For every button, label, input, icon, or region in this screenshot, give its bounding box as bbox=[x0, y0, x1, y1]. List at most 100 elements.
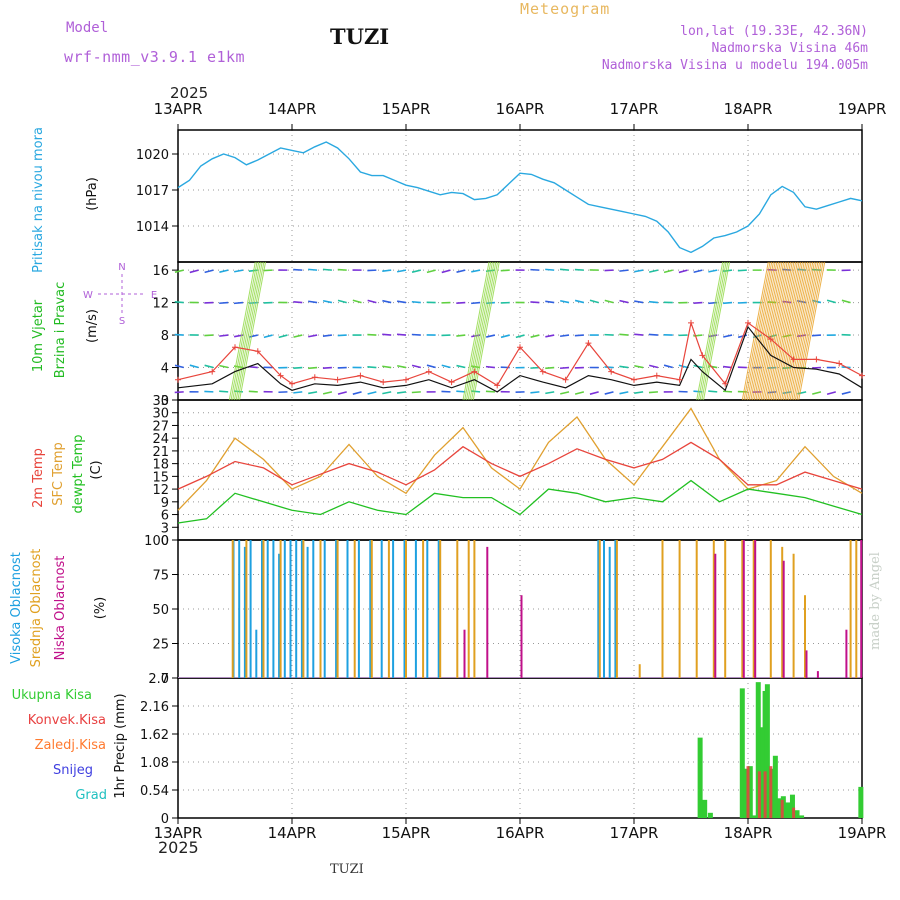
gust-marker bbox=[380, 379, 387, 386]
wind-streak bbox=[757, 261, 785, 401]
cloud-high-label: Visoka Oblacnost bbox=[9, 552, 24, 664]
wind-arrow bbox=[485, 365, 496, 369]
y-tick-label: 100 bbox=[144, 534, 169, 549]
y-tick-label: 0 bbox=[161, 394, 169, 409]
wind-streak bbox=[798, 261, 826, 401]
wind-arrow bbox=[248, 365, 258, 369]
wind-arrow bbox=[574, 299, 585, 304]
wind-arrow bbox=[471, 390, 481, 393]
wind-streak bbox=[462, 261, 490, 401]
wind-streak bbox=[760, 261, 788, 401]
precip-total-bar bbox=[799, 815, 805, 818]
gust-marker bbox=[539, 368, 546, 375]
wind-arrow bbox=[619, 333, 629, 336]
wind-arrow bbox=[723, 390, 733, 393]
gust-marker bbox=[232, 344, 238, 351]
y-tick-label: 6 bbox=[161, 509, 169, 524]
dir-w: W bbox=[83, 290, 93, 301]
wind-arrow bbox=[174, 269, 184, 273]
wind-arrow bbox=[441, 364, 451, 369]
gust-marker bbox=[175, 376, 181, 383]
gust-line bbox=[177, 320, 863, 387]
wind-arrow bbox=[411, 364, 422, 369]
wind-arrow bbox=[219, 364, 229, 369]
precip-total-bar bbox=[772, 755, 778, 818]
wind-streak bbox=[235, 261, 263, 401]
wind-arrow bbox=[278, 334, 288, 339]
wind-arrow bbox=[352, 391, 362, 395]
wind-streak bbox=[753, 261, 781, 401]
wind-streak bbox=[750, 261, 778, 401]
gust-marker bbox=[494, 382, 501, 389]
wind-arrow bbox=[574, 268, 584, 271]
wind-streak bbox=[762, 261, 790, 401]
wind-streak bbox=[471, 261, 499, 401]
wind-arrow bbox=[322, 391, 333, 395]
precip-total-bar bbox=[789, 794, 795, 818]
wind-arrow bbox=[559, 268, 570, 271]
x-tick-label-top: 15APR bbox=[382, 100, 431, 118]
precip-unit: 1hr Precip (mm) bbox=[113, 693, 128, 798]
wind-arrow bbox=[471, 301, 481, 305]
gust-marker bbox=[585, 340, 592, 347]
y-tick-label: 1.62 bbox=[140, 728, 169, 743]
wind-streak bbox=[232, 261, 260, 401]
wind-streak bbox=[230, 261, 258, 401]
wind-arrow bbox=[841, 299, 851, 304]
wind-arrow bbox=[545, 391, 555, 395]
wind-unit: (m/s) bbox=[85, 309, 100, 343]
precip-conv-bar bbox=[757, 771, 761, 818]
wind-arrow bbox=[708, 390, 718, 393]
wind-arrow bbox=[219, 390, 229, 393]
wind-arrow bbox=[545, 300, 555, 304]
gust-marker bbox=[653, 372, 660, 379]
wind-arrow bbox=[397, 364, 407, 369]
gust-marker bbox=[517, 344, 523, 351]
wind-streak bbox=[769, 261, 797, 401]
model-label: Model bbox=[66, 20, 109, 36]
gust-marker bbox=[688, 319, 694, 326]
y-tick-label: 1.08 bbox=[140, 756, 169, 771]
wind-arrow bbox=[485, 390, 495, 393]
wind-arrow bbox=[589, 299, 599, 304]
wind-arrow bbox=[648, 300, 659, 304]
wind-arrow bbox=[634, 391, 644, 394]
x-tick-label-bottom: 19APR bbox=[838, 824, 887, 842]
wind-arrow bbox=[634, 364, 644, 369]
wind-arrow bbox=[545, 268, 555, 271]
wind-streak bbox=[793, 261, 821, 401]
wind-streak bbox=[774, 261, 802, 401]
wind-arrow bbox=[308, 334, 318, 338]
x-tick-label-top: 14APR bbox=[268, 100, 317, 118]
product-title: Meteogram bbox=[520, 0, 611, 18]
wind-arrow bbox=[560, 391, 570, 395]
wind-streak bbox=[786, 261, 814, 401]
wind-arrow bbox=[619, 299, 629, 304]
wind-streak bbox=[784, 261, 812, 401]
wind-streak bbox=[772, 261, 800, 401]
wind-arrow bbox=[248, 334, 258, 338]
precip-total-bar bbox=[858, 786, 864, 818]
wind-arrow bbox=[634, 300, 644, 304]
wind-arrow bbox=[619, 391, 629, 395]
wind-streak bbox=[779, 261, 807, 401]
y-tick-label: 27 bbox=[152, 419, 169, 434]
wind-streak bbox=[697, 261, 725, 401]
wind-arrow bbox=[456, 364, 466, 369]
wind-arrow bbox=[560, 299, 570, 304]
wind-arrow bbox=[559, 366, 570, 370]
gust-marker bbox=[277, 372, 284, 379]
wind-arrow bbox=[174, 364, 184, 369]
y-tick-label: 50 bbox=[152, 603, 169, 618]
gust-marker bbox=[425, 368, 432, 375]
wind-streak bbox=[770, 261, 798, 401]
precip-total-bar bbox=[739, 688, 745, 818]
wind-arrow bbox=[634, 269, 644, 273]
wind-arrow bbox=[515, 334, 525, 339]
gust-marker bbox=[699, 352, 706, 359]
dir-e: E bbox=[151, 290, 157, 301]
wind-arrow bbox=[411, 333, 421, 336]
wind-arrow bbox=[308, 366, 318, 370]
wind-streak bbox=[233, 261, 261, 401]
model-name: wrf-nmm_v3.9.1 e1km bbox=[64, 48, 246, 66]
